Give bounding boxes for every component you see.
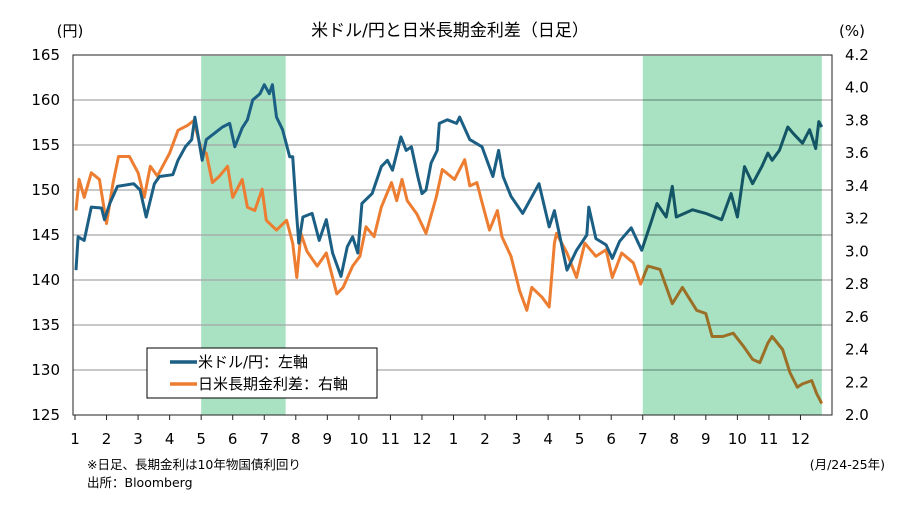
left-tick-label: 150 xyxy=(31,181,60,199)
x-tick-label: 5 xyxy=(575,430,585,448)
right-tick-label: 4.0 xyxy=(845,79,869,97)
x-tick-label: 7 xyxy=(259,430,269,448)
right-tick-label: 3.6 xyxy=(845,144,869,162)
right-tick-label: 2.8 xyxy=(845,275,869,293)
x-tick-label: 4 xyxy=(543,430,553,448)
x-tick-label: 1 xyxy=(449,430,459,448)
x-tick-label: 6 xyxy=(606,430,616,448)
x-tick-label: 9 xyxy=(323,430,333,448)
left-tick-label: 145 xyxy=(31,226,60,244)
right-tick-label: 4.2 xyxy=(845,46,869,64)
x-tick-label: 3 xyxy=(133,430,143,448)
left-axis-ticks: 165 160 155 150 145 140 135 130 125 xyxy=(31,46,60,424)
x-axis-unit: (月/24-25年) xyxy=(810,457,885,472)
left-axis-unit: (円) xyxy=(57,22,84,40)
x-tick-label: 11 xyxy=(759,430,778,448)
x-tick-label: 11 xyxy=(381,430,400,448)
right-axis-ticks: 4.2 4.0 3.8 3.6 3.4 3.2 3.0 2.8 2.6 2.4 2.2 2.0 xyxy=(845,46,869,424)
right-tick-label: 2.6 xyxy=(845,308,869,326)
x-tick-label: 6 xyxy=(228,430,238,448)
x-tick-label: 4 xyxy=(165,430,175,448)
left-tick-label: 165 xyxy=(31,46,60,64)
x-tick-label: 2 xyxy=(480,430,490,448)
right-tick-label: 3.0 xyxy=(845,242,869,260)
right-axis-unit: (%) xyxy=(839,22,865,40)
left-tick-label: 160 xyxy=(31,91,60,109)
left-tick-label: 125 xyxy=(31,406,60,424)
x-tick-label: 12 xyxy=(412,430,431,448)
x-tick-label: 8 xyxy=(291,430,301,448)
right-tick-label: 3.2 xyxy=(845,210,869,228)
shaded-periods-front xyxy=(643,56,822,415)
chart-title: 米ドル/円と日米長期金利差（日足） xyxy=(311,21,589,41)
x-tick-label: 12 xyxy=(791,430,810,448)
right-tick-label: 2.0 xyxy=(845,406,869,424)
left-tick-label: 135 xyxy=(31,316,60,334)
legend-label-rate-diff: 日米長期金利差：右軸 xyxy=(198,375,348,393)
footnote: ※日足、長期金利は10年物国債利回り xyxy=(87,457,301,472)
legend-label-usdjpy: 米ドル/円：左軸 xyxy=(198,353,308,371)
legend: 米ドル/円：左軸 日米長期金利差：右軸 xyxy=(147,348,377,398)
x-tick-label: 2 xyxy=(102,430,112,448)
right-tick-label: 2.4 xyxy=(845,341,869,359)
x-tick-label: 9 xyxy=(701,430,711,448)
left-tick-label: 130 xyxy=(31,361,60,379)
x-tick-label: 10 xyxy=(349,430,368,448)
x-tick-label: 1 xyxy=(70,430,80,448)
right-tick-label: 2.2 xyxy=(845,373,869,391)
shaded-period xyxy=(643,56,822,415)
x-tick-label: 7 xyxy=(638,430,648,448)
x-tick-label: 5 xyxy=(196,430,206,448)
right-tick-label: 3.8 xyxy=(845,111,869,129)
right-tick-label: 3.4 xyxy=(845,177,869,195)
x-tick-label: 10 xyxy=(728,430,747,448)
x-tick-label: 8 xyxy=(670,430,680,448)
x-tick-label: 3 xyxy=(512,430,522,448)
left-tick-label: 140 xyxy=(31,271,60,289)
source-note: 出所：Bloomberg xyxy=(87,475,193,490)
left-tick-label: 155 xyxy=(31,136,60,154)
